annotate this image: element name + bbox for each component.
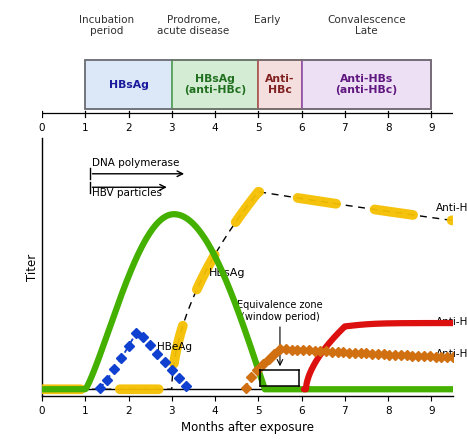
Text: 6: 6 <box>298 123 305 133</box>
Text: Anti-HBs: Anti-HBs <box>436 317 467 327</box>
Text: Equivalence zone
(window period): Equivalence zone (window period) <box>237 301 323 322</box>
Text: Anti-HBs
(anti-HBc): Anti-HBs (anti-HBc) <box>335 74 397 95</box>
Text: HBsAg: HBsAg <box>109 80 149 90</box>
Text: HBV particles: HBV particles <box>92 188 162 198</box>
Text: HBsAg
(anti-HBc): HBsAg (anti-HBc) <box>184 74 246 95</box>
Bar <box>85 60 432 109</box>
Text: 9: 9 <box>428 123 435 133</box>
Text: Anti-HBc: Anti-HBc <box>436 203 467 213</box>
Text: Anti-
HBc: Anti- HBc <box>265 74 295 95</box>
Text: Prodrome,
acute disease: Prodrome, acute disease <box>157 15 230 36</box>
Text: Convalescence
Late: Convalescence Late <box>327 15 406 36</box>
Bar <box>302 60 432 109</box>
Bar <box>172 60 258 109</box>
Text: 0: 0 <box>39 123 45 133</box>
Text: 8: 8 <box>385 123 391 133</box>
Text: Anti-HBe: Anti-HBe <box>436 349 467 359</box>
Text: HBeAg: HBeAg <box>156 341 191 352</box>
Text: Early: Early <box>254 15 280 25</box>
Y-axis label: Titer: Titer <box>26 253 39 281</box>
Bar <box>85 60 172 109</box>
Text: HBsAg: HBsAg <box>209 268 245 278</box>
X-axis label: Months after exposure: Months after exposure <box>181 421 314 434</box>
Text: 5: 5 <box>255 123 262 133</box>
Bar <box>258 60 302 109</box>
Text: 3: 3 <box>169 123 175 133</box>
Text: DNA polymerase: DNA polymerase <box>92 158 179 168</box>
Text: 4: 4 <box>212 123 219 133</box>
Text: Incubation
period: Incubation period <box>79 15 134 36</box>
Text: 1: 1 <box>82 123 89 133</box>
Text: 2: 2 <box>125 123 132 133</box>
Text: 7: 7 <box>341 123 348 133</box>
